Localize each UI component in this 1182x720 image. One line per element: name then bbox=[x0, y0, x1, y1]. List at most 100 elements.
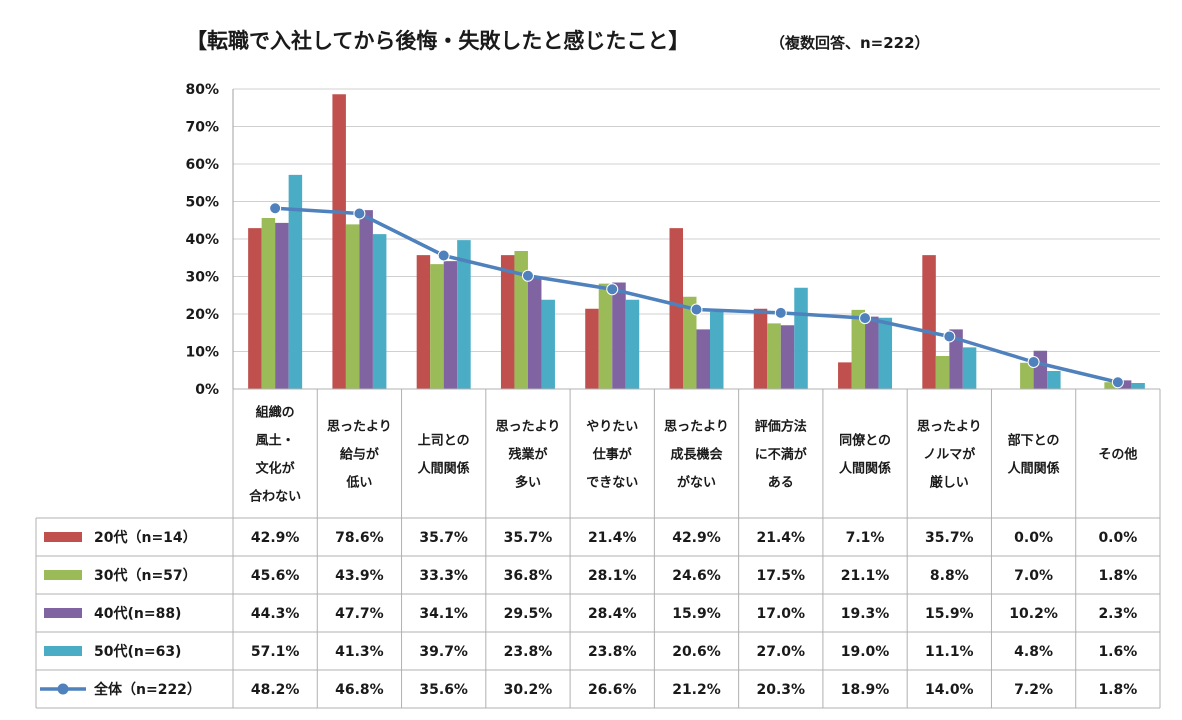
bar-1-0 bbox=[261, 218, 276, 389]
bar-3-0 bbox=[288, 174, 303, 389]
category-label: ノルマが bbox=[923, 447, 975, 463]
data-label: 24.6% bbox=[672, 568, 721, 584]
bar-3-2 bbox=[457, 240, 471, 389]
data-label: 35.7% bbox=[925, 530, 974, 546]
data-label: 18.9% bbox=[841, 682, 890, 698]
data-label: 35.7% bbox=[504, 530, 553, 546]
data-label: 14.0% bbox=[925, 682, 974, 698]
data-label: 48.2% bbox=[251, 682, 300, 698]
y-tick-label: 10% bbox=[185, 345, 219, 361]
category-label: ある bbox=[768, 476, 794, 491]
bar-2-4 bbox=[612, 282, 626, 389]
data-label: 21.4% bbox=[588, 530, 637, 546]
bar-1-2 bbox=[430, 264, 444, 389]
category-label: 思ったより bbox=[496, 420, 561, 435]
category-label: 給与が bbox=[340, 447, 379, 463]
category-label: 組織の bbox=[256, 405, 295, 421]
bar-2-6 bbox=[780, 325, 795, 389]
bar-0-7 bbox=[838, 362, 852, 389]
bars bbox=[248, 94, 1145, 389]
legend-label-2: 40代(n=88) bbox=[94, 605, 181, 622]
bar-1-3 bbox=[514, 251, 528, 389]
y-axis: 0% 10% 20% 30% 40% 50% 60% 70% 80% bbox=[185, 82, 234, 398]
bar-2-8 bbox=[949, 329, 963, 389]
line-point-2 bbox=[437, 249, 450, 262]
legend-label-4: 全体（n=222） bbox=[93, 681, 201, 698]
data-label: 57.1% bbox=[251, 644, 300, 660]
category-label: その他 bbox=[1098, 447, 1137, 463]
bar-1-8 bbox=[935, 356, 950, 389]
line-point-3 bbox=[521, 269, 534, 282]
data-label: 15.9% bbox=[925, 606, 974, 622]
legend-swatch-3 bbox=[44, 646, 82, 656]
data-label: 23.8% bbox=[588, 644, 637, 660]
line-point-6 bbox=[774, 306, 787, 319]
bar-2-7 bbox=[865, 316, 879, 389]
category-label: 成長機会 bbox=[670, 447, 723, 463]
category-label: 人間関係 bbox=[839, 461, 891, 477]
category-label: 文化が bbox=[256, 461, 295, 477]
data-label: 30.2% bbox=[504, 682, 553, 698]
category-label: 人間関係 bbox=[1008, 461, 1060, 477]
bar-3-6 bbox=[794, 287, 808, 389]
data-label: 0.0% bbox=[1098, 530, 1137, 546]
category-label: 風土・ bbox=[256, 433, 295, 449]
data-label: 0.0% bbox=[1014, 530, 1053, 546]
line-point-10 bbox=[1111, 376, 1124, 389]
data-label: 11.1% bbox=[925, 644, 974, 660]
data-label: 43.9% bbox=[335, 568, 384, 584]
bar-0-1 bbox=[332, 94, 346, 389]
bar-1-7 bbox=[851, 309, 866, 389]
y-tick-label: 20% bbox=[185, 307, 219, 323]
bar-2-1 bbox=[359, 210, 373, 389]
bar-1-4 bbox=[598, 283, 613, 389]
category-label: 低い bbox=[345, 475, 372, 491]
bar-1-6 bbox=[767, 323, 781, 389]
data-label: 7.0% bbox=[1014, 568, 1053, 584]
category-label: やりたい bbox=[586, 420, 638, 435]
bar-2-0 bbox=[275, 222, 289, 389]
data-label: 19.0% bbox=[841, 644, 890, 660]
data-label: 21.4% bbox=[756, 530, 805, 546]
chart-title: 【転職で入社してから後悔・失敗したと感じたこと】 bbox=[186, 29, 689, 53]
data-label: 29.5% bbox=[504, 606, 553, 622]
bar-0-6 bbox=[753, 308, 768, 389]
bar-3-3 bbox=[541, 299, 555, 389]
data-label: 21.1% bbox=[841, 568, 890, 584]
category-label: 厳しい bbox=[930, 475, 969, 491]
bar-0-2 bbox=[416, 255, 431, 389]
data-label: 1.6% bbox=[1098, 644, 1137, 660]
bar-3-1 bbox=[372, 234, 387, 389]
bar-1-10 bbox=[1104, 382, 1118, 389]
data-label: 42.9% bbox=[251, 530, 300, 546]
data-label: 44.3% bbox=[251, 606, 300, 622]
bar-2-2 bbox=[443, 261, 458, 389]
bar-1-1 bbox=[345, 224, 360, 389]
legend-label-1: 30代（n=57） bbox=[94, 567, 197, 584]
category-label: 合わない bbox=[249, 489, 301, 505]
line-point-8 bbox=[943, 330, 956, 343]
data-label: 35.7% bbox=[419, 530, 468, 546]
y-tick-label: 60% bbox=[185, 157, 219, 173]
category-label: 残業が bbox=[508, 447, 547, 463]
legend-swatch-1 bbox=[44, 570, 82, 580]
category-label: 思ったより bbox=[917, 420, 982, 435]
data-label: 21.2% bbox=[672, 682, 721, 698]
bar-2-5 bbox=[696, 329, 710, 389]
data-label: 42.9% bbox=[672, 530, 721, 546]
total-line bbox=[269, 202, 1124, 389]
data-label: 23.8% bbox=[504, 644, 553, 660]
y-tick-label: 70% bbox=[185, 120, 219, 136]
data-label: 1.8% bbox=[1098, 568, 1137, 584]
data-label: 1.8% bbox=[1098, 682, 1137, 698]
data-label: 35.6% bbox=[419, 682, 468, 698]
line-point-7 bbox=[859, 312, 872, 325]
data-label: 28.1% bbox=[588, 568, 637, 584]
category-label: できない bbox=[586, 476, 638, 491]
data-label: 17.5% bbox=[756, 568, 805, 584]
legend-label-3: 50代(n=63) bbox=[94, 643, 181, 660]
data-label: 34.1% bbox=[419, 606, 468, 622]
chart-subtitle: （複数回答、n=222） bbox=[770, 34, 930, 52]
bar-0-0 bbox=[248, 228, 262, 389]
